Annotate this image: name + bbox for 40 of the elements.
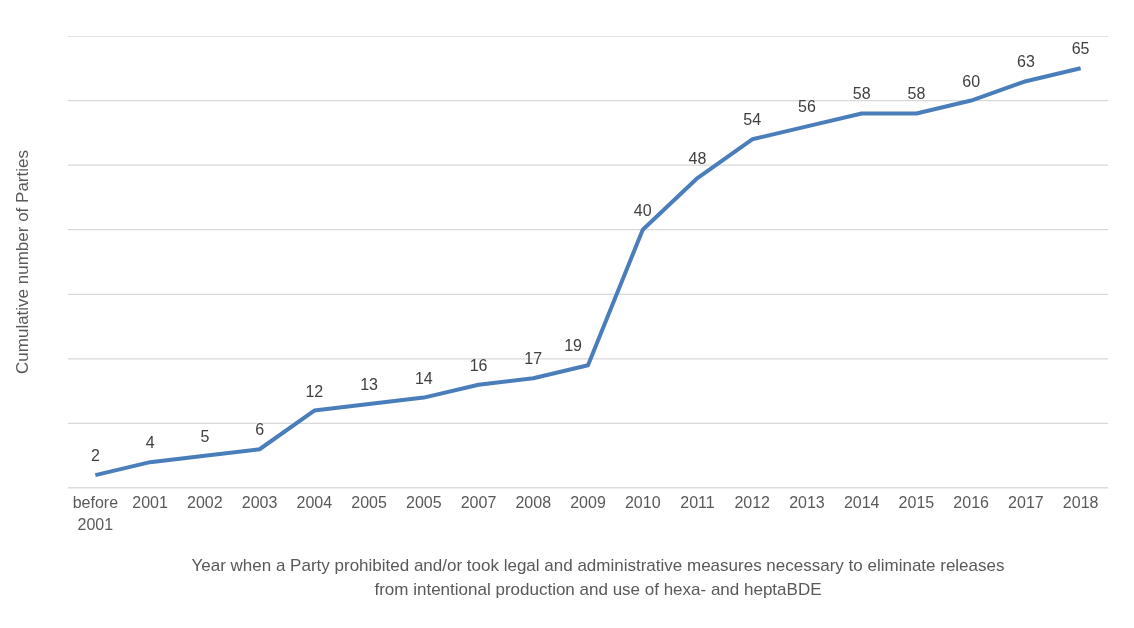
data-label: 19: [564, 337, 583, 355]
data-label: 6: [255, 421, 265, 439]
data-label: 17: [524, 350, 543, 368]
data-label: 63: [1017, 53, 1035, 71]
x-tick-label: 2005: [405, 494, 442, 511]
x-tick-label: 2003: [241, 494, 278, 511]
x-tick-label: 2008: [515, 494, 552, 511]
x-tick-label: 2014: [843, 494, 880, 511]
data-label: 56: [798, 98, 816, 116]
x-tick-label: 2010: [624, 494, 661, 511]
x-tick-label: 2007: [460, 494, 497, 511]
x-tick-label: 2016: [953, 494, 990, 511]
data-label: 2: [90, 447, 100, 465]
data-label: 65: [1071, 40, 1090, 58]
data-label: 14: [414, 369, 433, 387]
x-tick-label: 2009: [570, 494, 606, 511]
x-tick-label: 2001: [132, 494, 168, 511]
x-tick-label: 2013: [789, 494, 825, 511]
data-label: 48: [688, 150, 707, 168]
x-tick-label: 2004: [296, 494, 333, 511]
data-label: 12: [305, 382, 324, 400]
x-tick-label: 2011: [680, 494, 715, 511]
data-label: 13: [360, 376, 379, 394]
data-label: 60: [962, 72, 981, 90]
x-tick-label: 2018: [1062, 494, 1099, 511]
x-tick-label: before 2001: [72, 494, 119, 533]
data-label: 16: [469, 356, 488, 374]
data-label: 58: [907, 85, 926, 103]
y-axis-title: Cumulative number of Parties: [13, 150, 33, 374]
data-label: 5: [200, 427, 210, 445]
x-tick-label: 2005: [351, 494, 387, 511]
x-tick-label: 2002: [187, 494, 223, 511]
data-label: 4: [145, 434, 155, 452]
data-label: 40: [633, 201, 652, 219]
x-tick-label: 2012: [734, 494, 771, 511]
x-axis-title: Year when a Party prohibited and/or took legal and administrative measures necessary to eliminate releases from intentional production and use of hexa- and heptaBDE: [190, 555, 1006, 601]
x-tick-label: 2015: [898, 494, 935, 511]
data-label: 54: [743, 111, 762, 129]
data-label: 58: [852, 85, 871, 103]
x-tick-label: 2017: [1008, 494, 1044, 511]
